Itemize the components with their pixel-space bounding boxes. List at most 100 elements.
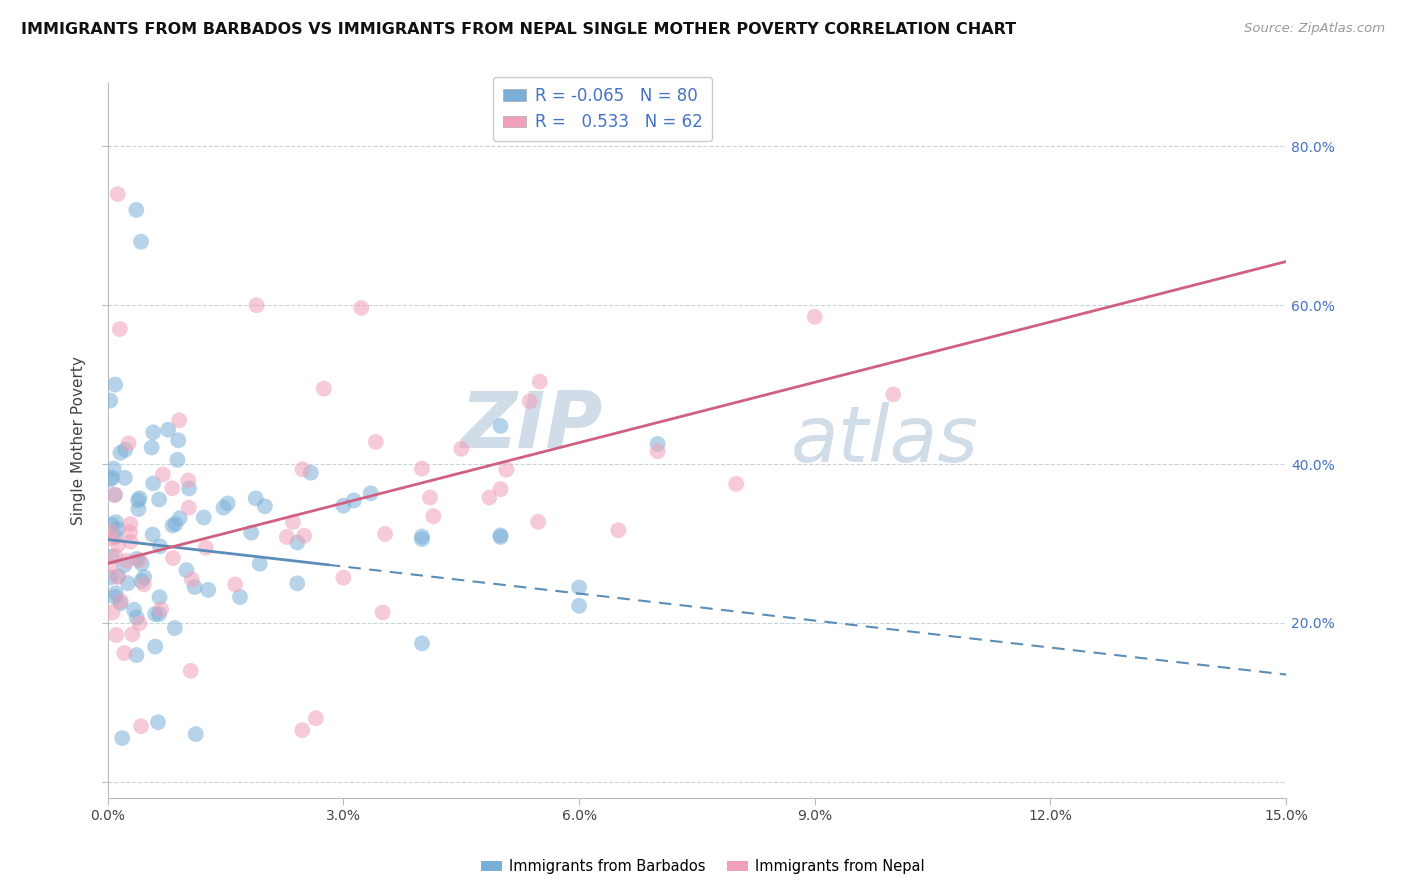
Point [128,491,150,506]
Point [101,549,124,564]
Point [343,493,366,508]
Point [143,607,166,621]
Point [112,558,135,573]
Point [169,511,191,525]
Point [177,474,200,488]
Point [183,580,205,594]
Point [162,551,184,566]
Point [157,423,180,437]
Point [312,382,335,396]
Point [371,606,394,620]
Point [125,552,148,566]
Point [100,517,122,532]
Point [162,518,184,533]
Point [104,586,127,600]
Point [98,473,121,487]
Point [98,571,121,585]
Point [104,549,127,563]
Point [115,554,138,568]
Point [104,377,127,392]
Point [148,607,170,621]
Point [803,310,825,324]
Point [107,187,129,202]
Point [224,577,246,591]
Point [148,492,170,507]
Point [882,387,904,401]
Point [114,471,136,485]
Point [647,444,669,458]
Point [103,461,125,475]
Point [419,491,441,505]
Point [292,529,315,543]
Point [194,541,217,555]
Point [422,509,444,524]
Point [127,493,149,508]
Point [489,530,512,544]
Point [350,301,373,315]
Point [111,731,134,745]
Point [105,515,128,529]
Legend: Immigrants from Barbados, Immigrants from Nepal: Immigrants from Barbados, Immigrants fro… [475,854,931,880]
Point [217,496,239,510]
Point [107,538,129,552]
Point [120,534,142,549]
Point [110,596,132,610]
Point [166,452,188,467]
Point [725,476,748,491]
Text: ZIP: ZIP [460,388,603,464]
Point [110,594,132,608]
Point [607,523,630,537]
Point [176,563,198,577]
Point [177,482,200,496]
Text: IMMIGRANTS FROM BARBADOS VS IMMIGRANTS FROM NEPAL SINGLE MOTHER POVERTY CORRELAT: IMMIGRANTS FROM BARBADOS VS IMMIGRANTS F… [21,22,1017,37]
Point [121,627,143,641]
Point [360,486,382,500]
Point [249,557,271,571]
Point [245,298,267,312]
Point [132,570,155,584]
Text: atlas: atlas [792,402,979,478]
Y-axis label: Single Mother Poverty: Single Mother Poverty [72,356,86,524]
Point [108,322,131,336]
Point [125,610,148,624]
Point [165,516,187,531]
Point [180,572,202,586]
Point [110,446,132,460]
Point [125,648,148,662]
Point [285,576,308,591]
Point [107,569,129,583]
Point [489,528,512,542]
Point [131,557,153,571]
Point [193,510,215,524]
Point [450,442,472,456]
Point [128,553,150,567]
Point [411,461,433,475]
Point [411,530,433,544]
Point [180,664,202,678]
Point [212,500,235,515]
Point [167,434,190,448]
Text: Source: ZipAtlas.com: Source: ZipAtlas.com [1244,22,1385,36]
Point [568,599,591,613]
Point [149,539,172,553]
Point [291,462,314,476]
Point [197,582,219,597]
Point [122,603,145,617]
Point [647,437,669,451]
Point [132,577,155,591]
Point [142,425,165,440]
Point [129,235,152,249]
Point [291,723,314,738]
Point [101,470,124,484]
Point [104,488,127,502]
Point [299,466,322,480]
Point [129,719,152,733]
Point [127,502,149,516]
Point [98,558,121,573]
Point [104,590,127,604]
Point [177,500,200,515]
Point [529,375,551,389]
Point [253,500,276,514]
Point [240,525,263,540]
Point [98,393,121,408]
